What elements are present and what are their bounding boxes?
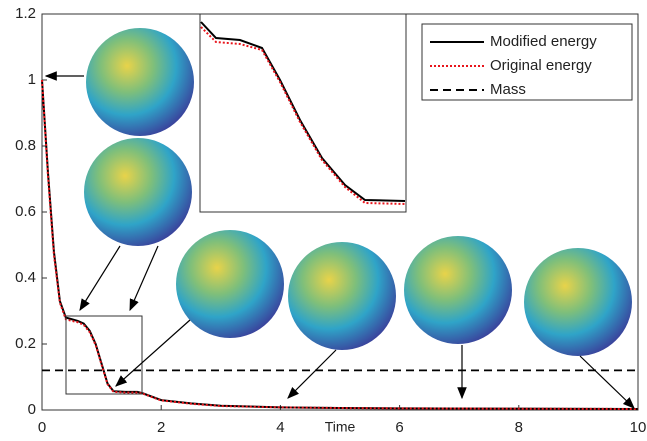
inset-original [200,26,406,205]
spheres [84,28,632,356]
x-tick-label: 2 [157,419,165,436]
arrow [579,355,635,409]
sphere [404,236,512,344]
y-tick-label: 1 [28,71,36,88]
arrow [287,349,337,399]
legend-label: Original energy [490,57,592,74]
sphere [176,230,284,338]
x-axis-label: Time [325,419,356,435]
y-tick-label: 1.2 [15,5,36,22]
legend-label: Mass [490,81,526,98]
sphere [524,248,632,356]
x-tick-label: 10 [630,419,647,436]
x-tick-label: 8 [515,419,523,436]
arrow [129,245,159,312]
sphere [84,138,192,246]
arrows [44,71,635,409]
sphere [288,242,396,350]
arrow [115,319,191,387]
series-line [41,79,639,411]
arrow [79,245,121,312]
x-tick-label: 6 [395,419,403,436]
zoom-box [65,315,143,395]
y-tick-label: 0 [28,401,36,418]
plot: 0 0.2 0.4 0.6 0.8 1 1.2 0 2 4 6 8 10 [15,5,646,436]
legend-label: Modified energy [490,33,597,50]
inset [199,13,407,213]
legend: Modified energy Original energy Mass [421,23,633,101]
sphere [86,28,194,136]
x-tick-label: 0 [38,419,46,436]
y-tick-label: 0.6 [15,203,36,220]
legend-box [421,23,633,101]
y-tick-label: 0.2 [15,335,36,352]
y-tick-label: 0.8 [15,137,36,154]
x-tick-label: 4 [276,419,284,436]
y-tick-label: 0.4 [15,269,36,286]
